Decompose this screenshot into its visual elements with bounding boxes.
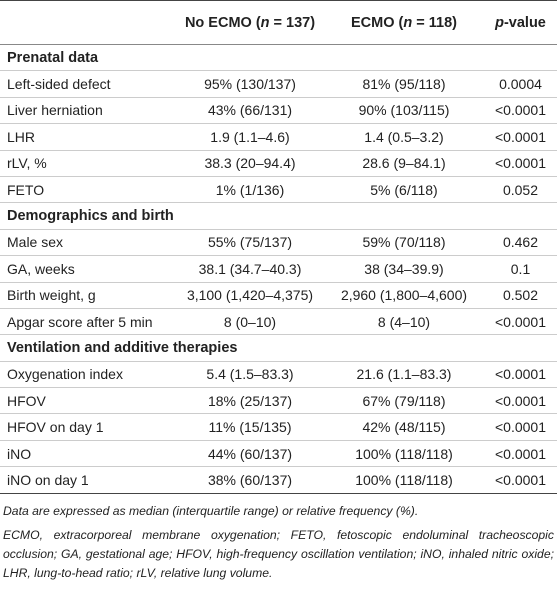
cell: 42% (48/115) [324,413,484,441]
cell: 44% (60/137) [176,440,324,468]
row-label: iNO [0,440,176,468]
row-label: rLV, % [0,150,176,177]
header-text: = 137) [269,14,316,31]
table-row: Oxygenation index 5.4 (1.5–83.3) 21.6 (1.1… [0,361,557,389]
header-text: p [495,14,504,31]
cell: 8 (0–10) [176,308,324,336]
cell: <0.0001 [484,123,557,151]
cell: 0.0004 [484,70,557,98]
cell: 38 (34–39.9) [324,255,484,283]
cell: <0.0001 [484,361,557,389]
row-label: Oxygenation index [0,361,176,389]
cell: <0.0001 [484,440,557,468]
section-row: Prenatal data [0,44,557,72]
table-row: HFOV on day 1 11% (15/135) 42% (48/115) <0.… [0,413,557,441]
cell: <0.0001 [484,308,557,336]
section-title: Prenatal data [0,44,557,72]
table-row: FETO 1% (1/136) 5% (6/118) 0.052 [0,176,557,204]
table-row: iNO on day 1 38% (60/137) 100% (118/118) <0… [0,466,557,494]
row-label: HFOV on day 1 [0,413,176,441]
cell: 21.6 (1.1–83.3) [324,361,484,389]
table-body: Prenatal data Left-sided defect 95% (130/1… [0,44,557,494]
footnote: Data are expressed as median (interquart… [3,503,419,518]
cell: 11% (15/135) [176,413,324,441]
cell: 100% (118/118) [324,466,484,494]
row-label: LHR [0,123,176,151]
footnote: ECMO, extracorporeal membrane oxygenatio… [3,527,554,580]
cell: 55% (75/137) [176,229,324,257]
cell: 81% (95/118) [324,70,484,98]
table-row: iNO 44% (60/137) 100% (118/118) <0.0001 [0,440,557,468]
cell: 8 (4–10) [324,308,484,336]
table-row: Liver herniation 43% (66/131) 90% (103/115… [0,97,557,125]
header-text: No ECMO ( [184,14,261,31]
header-cell: p-value [484,0,557,45]
cell: 1.9 (1.1–4.6) [176,123,324,151]
row-label: Apgar score after 5 min [0,308,176,336]
cell: <0.0001 [484,150,557,177]
row-label: Liver herniation [0,97,176,125]
header-text: -value [503,14,546,31]
cell: 3,100 (1,420–4,375) [176,282,324,309]
cell: 100% (118/118) [324,440,484,468]
row-label: iNO on day 1 [0,466,176,494]
cell: 0.462 [484,229,557,257]
cell: 38.1 (34.7–40.3) [176,255,324,283]
cell: 38% (60/137) [176,466,324,494]
cell: 67% (79/118) [324,387,484,415]
data-table: No ECMO (n = 137) ECMO (n = 118) p-value P… [0,0,557,494]
header-text: ECMO ( [351,14,404,31]
row-label: FETO [0,176,176,204]
cell: 95% (130/137) [176,70,324,98]
cell: 1% (1/136) [176,176,324,204]
cell: 43% (66/131) [176,97,324,125]
header-cell: ECMO (n = 118) [324,0,484,45]
cell: <0.0001 [484,387,557,415]
row-label: Left-sided defect [0,70,176,98]
table-row: LHR 1.9 (1.1–4.6) 1.4 (0.5–3.2) <0.0001 [0,123,557,151]
cell: 18% (25/137) [176,387,324,415]
table-row: rLV, % 38.3 (20–94.4) 28.6 (9–84.1) <0.0001 [0,150,557,177]
table-row: Apgar score after 5 min 8 (0–10) 8 (4–10) <… [0,308,557,336]
row-label: GA, weeks [0,255,176,283]
section-title: Ventilation and additive therapies [0,334,557,362]
footnotes: Data are expressed as median (interquart… [0,502,557,583]
table-row: GA, weeks 38.1 (34.7–40.3) 38 (34–39.9) 0.1 [0,255,557,283]
section-row: Demographics and birth [0,202,557,230]
cell: 38.3 (20–94.4) [176,150,324,177]
header-cell: No ECMO (n = 137) [176,0,324,45]
cell: 28.6 (9–84.1) [324,150,484,177]
section-row: Ventilation and additive therapies [0,334,557,362]
row-label: HFOV [0,387,176,415]
cell: 5.4 (1.5–83.3) [176,361,324,389]
table-row: HFOV 18% (25/137) 67% (79/118) <0.0001 [0,387,557,415]
cell: <0.0001 [484,466,557,494]
table-row: Male sex 55% (75/137) 59% (70/118) 0.462 [0,229,557,257]
cell: <0.0001 [484,413,557,441]
table-row: Left-sided defect 95% (130/137) 81% (95/11… [0,70,557,98]
cell: 0.1 [484,255,557,283]
cell: 0.502 [484,282,557,309]
header-text: n [403,14,413,31]
cell: 1.4 (0.5–3.2) [324,123,484,151]
header-cell [0,0,176,45]
section-title: Demographics and birth [0,202,557,230]
header-row: No ECMO (n = 137) ECMO (n = 118) p-value [0,0,557,45]
cell: 59% (70/118) [324,229,484,257]
header-text: = 118) [412,14,457,31]
cell: <0.0001 [484,97,557,125]
header-text: n [260,14,270,31]
row-label: Male sex [0,229,176,257]
row-label: Birth weight, g [0,282,176,309]
table-row: Birth weight, g 3,100 (1,420–4,375) 2,960 … [0,282,557,309]
cell: 90% (103/115) [324,97,484,125]
cell: 5% (6/118) [324,176,484,204]
cell: 2,960 (1,800–4,600) [324,282,484,309]
cell: 0.052 [484,176,557,204]
